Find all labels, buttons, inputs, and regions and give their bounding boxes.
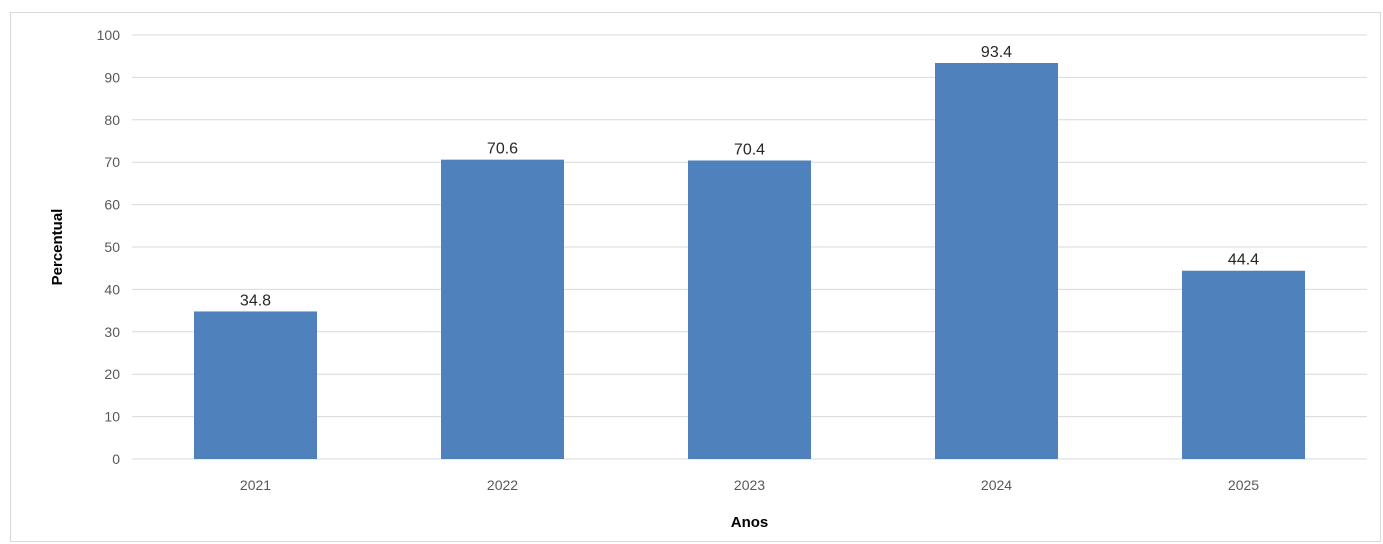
data-labels: 34.8 70.6 70.4 93.4 44.4 [240,44,1259,309]
y-tick-label: 20 [104,366,120,382]
bar-2021 [194,311,317,459]
x-tick-label: 2025 [1228,477,1259,493]
y-tick-label: 0 [112,451,120,467]
bar-2024 [935,62,1058,459]
y-axis-ticks: 0 10 20 30 40 50 60 70 80 90 100 [97,27,121,467]
x-tick-label: 2022 [487,477,518,493]
data-label: 34.8 [240,292,271,309]
data-label: 44.4 [1228,252,1259,269]
x-tick-label: 2021 [240,477,271,493]
y-tick-label: 50 [104,239,120,255]
y-tick-label: 60 [104,197,120,213]
data-label: 70.4 [734,142,765,159]
x-tick-label: 2023 [734,477,765,493]
x-axis-title: Anos [731,514,769,531]
data-label: 93.4 [981,44,1012,61]
bar-2025 [1182,270,1305,459]
y-tick-label: 100 [97,27,121,43]
y-axis-title: Percentual [49,209,66,286]
y-tick-label: 10 [104,409,120,425]
y-tick-label: 80 [104,112,120,128]
bar-2023 [688,160,811,459]
bar-2022 [441,159,564,459]
x-tick-label: 2024 [981,477,1012,493]
y-tick-label: 70 [104,154,120,170]
x-axis-ticks: 2021 2022 2023 2024 2025 [240,477,1259,493]
y-tick-label: 90 [104,69,120,85]
gridlines [132,34,1367,460]
data-label: 70.6 [487,141,518,158]
bars [194,62,1305,459]
y-tick-label: 30 [104,324,120,340]
y-tick-label: 40 [104,281,120,297]
